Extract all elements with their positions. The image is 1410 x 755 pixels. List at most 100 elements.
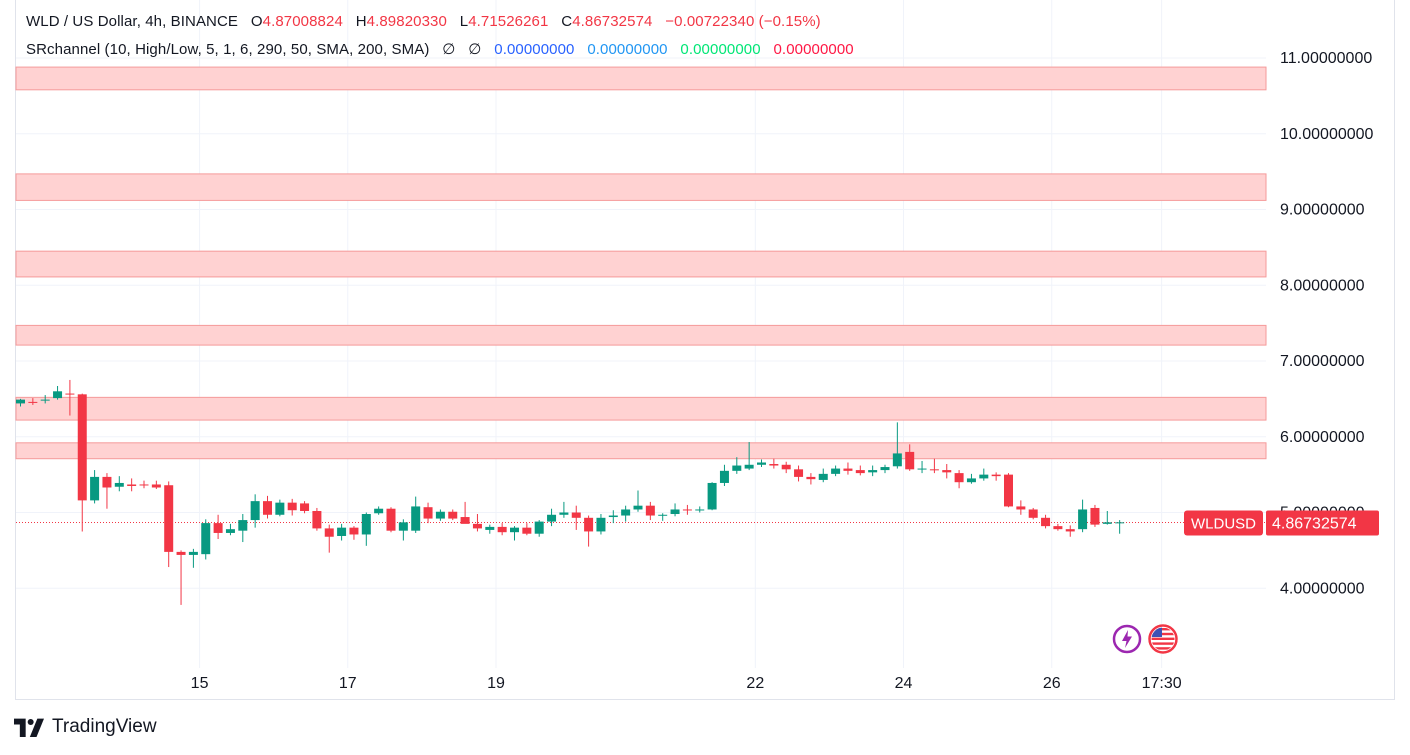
candle-body	[744, 464, 754, 469]
candle-body	[164, 485, 174, 552]
indicator-symbol-2: ∅	[468, 41, 482, 58]
candle-body	[349, 527, 359, 535]
candle-body	[608, 515, 618, 518]
candle-body	[880, 467, 890, 471]
candle-body	[719, 470, 729, 483]
candle-body	[510, 527, 519, 533]
candle-body	[225, 529, 235, 533]
candle-body	[633, 505, 643, 510]
symbol-legend: WLD / US Dollar, 4h, BINANCE O4.87008824…	[26, 13, 821, 30]
candle-body	[682, 509, 692, 511]
sr-zone	[15, 250, 1267, 278]
brand-footer[interactable]: TradingView	[14, 716, 157, 738]
candle-body	[991, 474, 1001, 477]
candle-body	[905, 451, 915, 470]
indicator-value-3: 0.00000000	[680, 41, 761, 58]
candle-body	[670, 509, 680, 515]
time-tick-label: 17:30	[1142, 675, 1182, 692]
price-tags: WLDUSD 4.86732574	[1184, 510, 1379, 536]
indicator-value-2: 0.00000000	[587, 41, 668, 58]
candle-body	[596, 517, 606, 532]
low-label: L	[459, 13, 469, 30]
candle-body	[559, 512, 569, 515]
candle-body	[139, 484, 149, 486]
close-label: C	[561, 13, 573, 30]
candle-body	[176, 551, 186, 555]
us-flag-icon[interactable]	[1148, 624, 1178, 654]
candle-body	[485, 526, 495, 530]
open-value: 4.87008824	[262, 13, 343, 30]
time-tick-label: 24	[895, 675, 913, 692]
sr-zone	[15, 173, 1267, 201]
symbol-tag-bg	[1184, 510, 1263, 536]
low-value: 4.71526261	[468, 13, 549, 30]
last-price-tag-label: 4.86732574	[1272, 516, 1357, 533]
high-value: 4.89820330	[366, 13, 447, 30]
candle-body	[571, 512, 581, 518]
candle-body	[547, 514, 557, 522]
indicator-legend[interactable]: SRchannel (10, High/Low, 5, 1, 6, 290, 5…	[26, 40, 854, 58]
candle-body	[361, 514, 371, 535]
chart-frame	[15, 0, 1395, 700]
candle-body	[263, 501, 272, 515]
lightning-icon[interactable]	[1112, 624, 1142, 654]
candles	[16, 379, 1125, 605]
candle-body	[386, 508, 396, 531]
candle-body	[855, 470, 865, 474]
indicator-title: SRchannel (10, High/Low, 5, 1, 6, 290, 5…	[26, 41, 430, 58]
candle-body	[658, 514, 668, 516]
sr-zone	[15, 66, 1267, 91]
candle-body	[1016, 506, 1026, 510]
candle-body	[287, 502, 297, 511]
time-tick-label: 15	[191, 675, 209, 692]
sr-zone	[15, 396, 1267, 421]
candle-body	[151, 484, 161, 488]
candle-body	[1115, 522, 1125, 524]
candle-body	[707, 482, 717, 510]
indicator-value-4: 0.00000000	[773, 41, 854, 58]
candle-body	[868, 470, 878, 473]
price-tick-label: 9.00000000	[1280, 202, 1365, 219]
candle-body	[102, 476, 112, 488]
candle-body	[312, 510, 322, 529]
price-tick-label: 11.00000000	[1280, 50, 1372, 67]
tradingview-logo-icon	[14, 718, 44, 737]
high-label: H	[355, 13, 367, 30]
candle-body	[188, 551, 198, 555]
candle-body	[398, 522, 408, 531]
candle-body	[1090, 507, 1100, 525]
candle-body	[584, 517, 594, 532]
candle-body	[929, 469, 939, 471]
time-tick-label: 22	[746, 675, 764, 692]
price-tick-label: 8.00000000	[1280, 277, 1365, 294]
candle-body	[1004, 474, 1013, 507]
candle-body	[522, 527, 532, 534]
time-tick-label: 17	[339, 675, 357, 692]
candle-body	[77, 394, 87, 501]
candle-body	[250, 501, 260, 521]
candle-body	[374, 508, 384, 514]
brand-name: TradingView	[52, 716, 157, 737]
candle-body	[892, 453, 902, 467]
time-tick-label: 19	[487, 675, 505, 692]
candle-body	[1041, 517, 1051, 527]
candle-body	[769, 464, 779, 466]
price-tick-label: 10.00000000	[1280, 126, 1374, 143]
candle-body	[917, 468, 927, 470]
candle-body	[460, 517, 470, 524]
candle-body	[843, 468, 853, 471]
candle-body	[781, 464, 791, 470]
open-label: O	[250, 13, 263, 30]
candle-body	[954, 473, 964, 483]
candle-body	[337, 527, 347, 536]
candle-body	[534, 521, 544, 534]
change-value: −0.00722340 (−0.15%)	[665, 13, 821, 30]
candle-body	[942, 470, 952, 473]
candle-body	[1102, 522, 1112, 524]
indicator-symbol-1: ∅	[442, 41, 456, 58]
candle-body	[757, 462, 766, 465]
time-axis[interactable]: 15 17 19 22 24 26 17:30	[191, 675, 1182, 692]
price-tick-label: 4.00000000	[1280, 580, 1365, 597]
candle-body	[53, 391, 63, 399]
